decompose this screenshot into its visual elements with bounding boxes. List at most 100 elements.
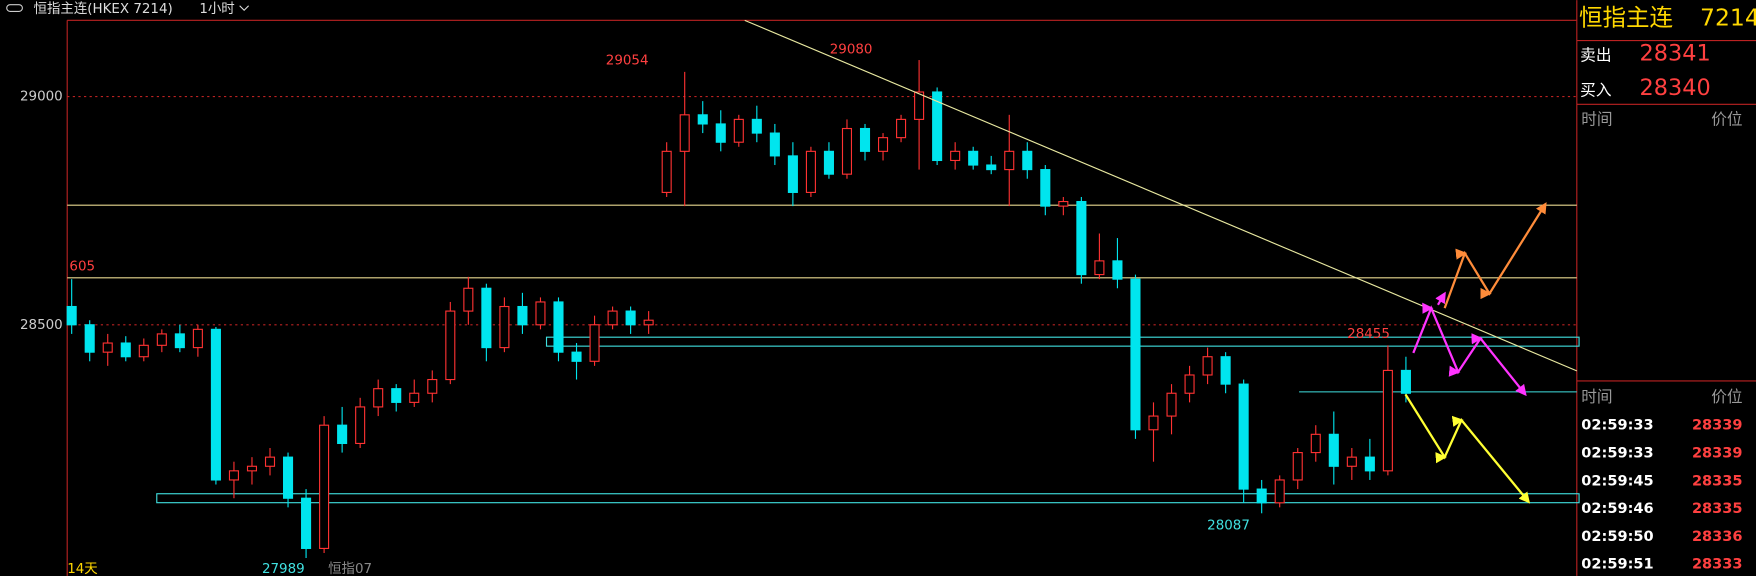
orange-arrow — [1443, 202, 1547, 309]
candle-body — [950, 150, 961, 162]
candle-body — [1184, 374, 1195, 394]
candle-body — [1364, 456, 1375, 472]
candle-body — [1058, 200, 1069, 207]
candle-body — [120, 342, 131, 358]
candle-body — [553, 301, 564, 353]
candle-body — [66, 305, 77, 326]
column-header: 价位 — [1711, 110, 1742, 129]
candle-body — [932, 91, 943, 162]
candle-body — [192, 328, 203, 349]
candle-body — [715, 123, 726, 143]
tick-time: 02:59:45 — [1581, 472, 1653, 489]
price-annotation: 605 — [69, 260, 95, 275]
tick-price: 28336 — [1692, 528, 1743, 545]
candle-body — [733, 118, 744, 143]
column-header: 时间 — [1581, 387, 1612, 406]
candle-body — [679, 114, 690, 152]
candle-body — [1094, 260, 1105, 276]
link-icon — [6, 4, 23, 12]
period[interactable]: 1小时 — [199, 1, 234, 17]
buy-price: 28340 — [1640, 75, 1711, 101]
candle-body — [986, 164, 997, 171]
magenta-arrow — [1412, 302, 1527, 397]
candle-body — [445, 310, 456, 381]
candle-body — [210, 328, 221, 481]
tick-time: 02:59:46 — [1581, 500, 1653, 517]
candle-body — [1274, 479, 1285, 504]
price-annotation: 28087 — [1207, 518, 1250, 533]
sell-label: 卖出 — [1580, 46, 1611, 65]
tick-price: 28333 — [1692, 556, 1743, 573]
forecast-arrows — [1404, 202, 1547, 504]
candle-body — [625, 310, 636, 326]
tick-time: 02:59:33 — [1581, 445, 1653, 462]
candle-body — [589, 324, 600, 362]
footer-label: 恒指07 — [328, 561, 372, 576]
buy-label: 买入 — [1580, 80, 1612, 99]
candle-body — [607, 310, 618, 326]
price-annotation: 27989 — [262, 562, 305, 576]
candle-body — [968, 150, 979, 166]
level-box — [545, 336, 1580, 347]
price-annotation: 29054 — [606, 54, 649, 69]
y-tick-label: 29000 — [20, 90, 63, 105]
candle-body — [1256, 488, 1267, 504]
candle-body — [264, 456, 276, 467]
candle-body — [409, 392, 420, 403]
candle-body — [1112, 260, 1123, 280]
candle-body — [481, 287, 492, 349]
candle-body — [156, 333, 167, 346]
tick-time: 02:59:51 — [1581, 556, 1653, 573]
quote-name: 恒指主连 — [1579, 4, 1673, 32]
candle-body — [769, 132, 780, 157]
candle-body — [1166, 392, 1177, 417]
candle-body — [517, 305, 528, 326]
candle-body — [1004, 150, 1015, 171]
candle-body — [373, 388, 384, 408]
top-bar: 恒指主连(HKEX 7214) 1小时 — [6, 1, 250, 17]
candle-body — [355, 406, 366, 445]
candle-body — [1346, 456, 1357, 467]
plot — [66, 60, 1580, 559]
candle-body — [1148, 415, 1159, 431]
quote-code: 7214 — [1700, 4, 1756, 32]
candle-body — [878, 137, 889, 152]
candle-body — [1130, 278, 1141, 431]
column-header: 价位 — [1711, 387, 1742, 406]
candle-body — [499, 305, 510, 349]
candle-body — [1292, 452, 1303, 481]
candle-body — [751, 118, 762, 134]
candle-body — [1328, 433, 1339, 467]
tick-price: 28339 — [1692, 445, 1743, 462]
candle-body — [174, 333, 185, 349]
candle-body — [1040, 169, 1051, 207]
candle-body — [84, 324, 95, 353]
candle-body — [282, 456, 294, 499]
candle-body — [1202, 356, 1213, 376]
candle-body — [859, 127, 871, 152]
candle-body — [571, 351, 582, 362]
price-annotation: 28455 — [1347, 327, 1390, 342]
tick-time: 02:59:50 — [1581, 528, 1653, 545]
candle-body — [697, 114, 708, 125]
dropdown-icon[interactable] — [239, 5, 250, 12]
sell-price: 28341 — [1640, 40, 1711, 66]
candle-body — [1220, 356, 1231, 385]
candle-body — [246, 465, 258, 472]
tick-price: 28335 — [1692, 500, 1743, 517]
candle-body — [102, 342, 113, 353]
tick-price: 28339 — [1692, 417, 1743, 434]
column-header: 时间 — [1581, 110, 1612, 129]
candle-body — [1400, 369, 1411, 394]
candle-body — [896, 118, 907, 139]
level-box — [156, 493, 1580, 504]
candle-body — [1310, 433, 1321, 454]
candle-body — [841, 127, 853, 175]
candle-body — [1238, 383, 1249, 490]
candle-body — [1382, 369, 1393, 472]
candle-body — [319, 424, 330, 549]
y-tick-label: 28500 — [20, 318, 63, 333]
price-annotation: 29080 — [830, 42, 873, 57]
tick-price: 28335 — [1692, 472, 1743, 489]
